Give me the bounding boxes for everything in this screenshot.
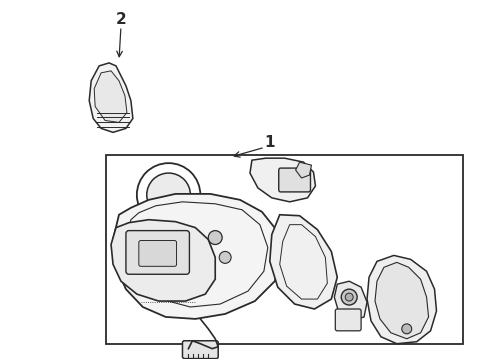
Circle shape xyxy=(219,251,231,264)
Circle shape xyxy=(402,324,412,334)
FancyBboxPatch shape xyxy=(126,231,190,274)
FancyBboxPatch shape xyxy=(335,309,361,331)
FancyBboxPatch shape xyxy=(182,341,218,359)
Circle shape xyxy=(147,173,191,217)
Circle shape xyxy=(208,231,222,244)
Polygon shape xyxy=(375,262,429,339)
Polygon shape xyxy=(250,158,316,202)
Circle shape xyxy=(341,289,357,305)
Polygon shape xyxy=(89,63,133,132)
Polygon shape xyxy=(367,255,437,344)
Polygon shape xyxy=(111,220,215,301)
Polygon shape xyxy=(295,162,312,178)
FancyBboxPatch shape xyxy=(279,168,311,192)
Polygon shape xyxy=(94,71,127,122)
Polygon shape xyxy=(113,194,282,319)
Bar xyxy=(106,155,464,344)
FancyBboxPatch shape xyxy=(139,240,176,266)
Circle shape xyxy=(345,293,353,301)
Text: 1: 1 xyxy=(265,135,275,150)
Polygon shape xyxy=(270,215,337,309)
Text: 2: 2 xyxy=(116,12,126,27)
Polygon shape xyxy=(334,281,367,321)
